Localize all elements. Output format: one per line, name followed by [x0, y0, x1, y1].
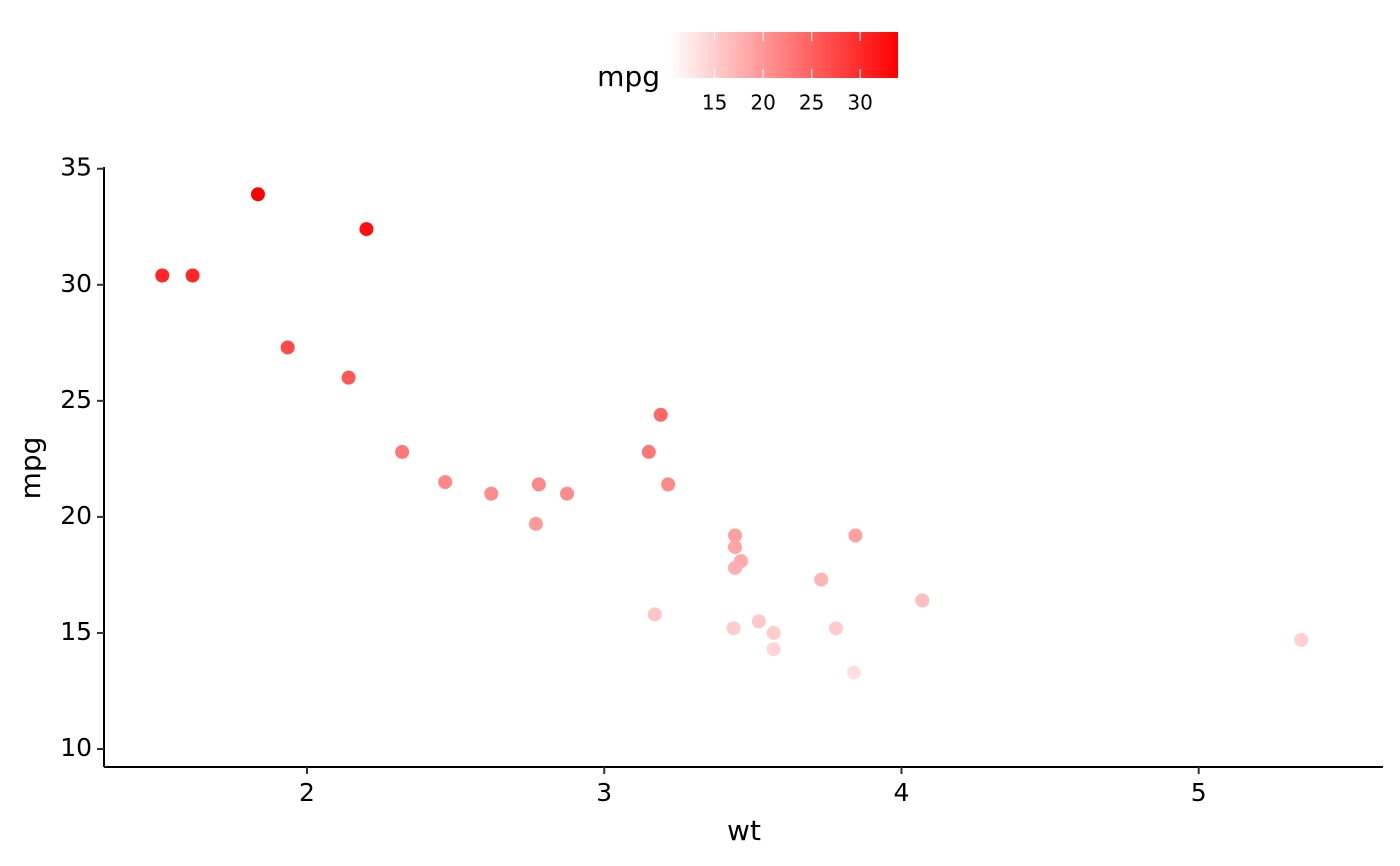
colorbar-tick-label: 25 — [799, 91, 824, 115]
point — [728, 528, 743, 543]
point — [560, 486, 575, 501]
point — [359, 222, 374, 237]
point — [250, 187, 265, 202]
point — [341, 370, 356, 385]
y-tick-label: 25 — [60, 385, 92, 414]
y-tick-label: 10 — [60, 733, 92, 762]
point — [653, 407, 668, 422]
point — [848, 528, 863, 543]
colorbar-tick-label: 15 — [702, 91, 727, 115]
colorbar — [670, 32, 898, 78]
point — [528, 516, 543, 531]
point — [728, 560, 743, 575]
point — [185, 268, 200, 283]
x-tick-label: 4 — [894, 778, 910, 807]
point — [766, 642, 781, 657]
point — [395, 444, 410, 459]
point — [728, 540, 743, 555]
y-tick-label: 35 — [60, 153, 92, 182]
colorbar-tick-label: 20 — [750, 91, 775, 115]
x-axis-title: wt — [727, 814, 761, 847]
point — [846, 665, 861, 680]
point — [1294, 632, 1309, 647]
point — [1317, 732, 1332, 747]
y-axis-title: mpg — [14, 437, 47, 500]
point — [484, 486, 499, 501]
point — [751, 614, 766, 629]
y-tick-label: 20 — [60, 501, 92, 530]
x-tick-label: 5 — [1191, 778, 1207, 807]
point — [155, 268, 170, 283]
point — [647, 607, 662, 622]
colorbar-tick-label: 30 — [847, 91, 872, 115]
point — [438, 475, 453, 490]
point — [531, 477, 546, 492]
point — [766, 625, 781, 640]
point — [280, 340, 295, 355]
point — [1266, 732, 1281, 747]
x-tick-label: 2 — [299, 778, 315, 807]
y-tick-label: 30 — [60, 269, 92, 298]
point — [829, 621, 844, 636]
point — [641, 444, 656, 459]
x-tick-label: 3 — [596, 778, 612, 807]
point — [814, 572, 829, 587]
point — [726, 621, 741, 636]
point — [915, 593, 930, 608]
y-tick-label: 15 — [60, 617, 92, 646]
legend-title: mpg — [597, 60, 660, 93]
point — [661, 477, 676, 492]
